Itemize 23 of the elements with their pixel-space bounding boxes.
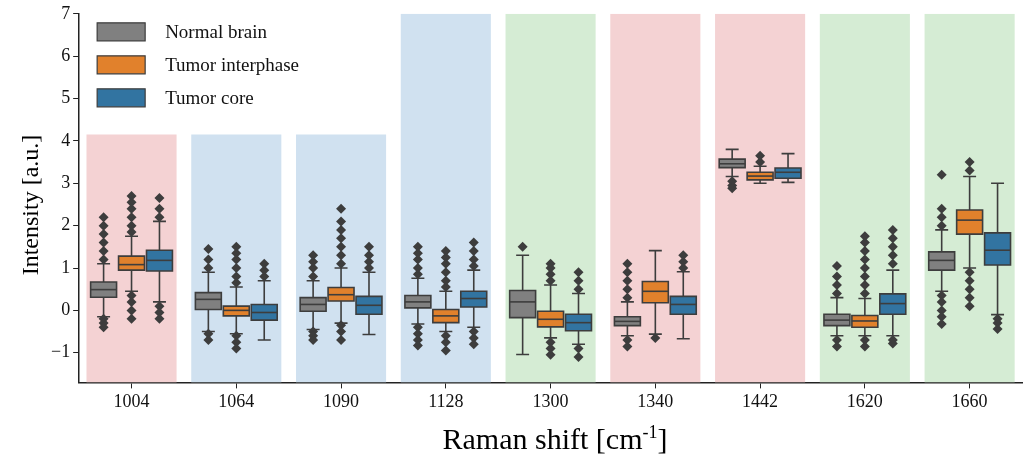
x-tick-label: 1004: [113, 390, 150, 411]
x-tick-label: 1300: [532, 390, 569, 411]
y-tick-label: −1: [51, 341, 71, 362]
x-tick-label: 1090: [323, 390, 360, 411]
y-tick-label: 0: [61, 299, 71, 320]
y-tick-label: 6: [61, 44, 71, 65]
y-tick-label: 7: [61, 2, 71, 23]
x-tick-label: 1660: [951, 390, 988, 411]
x-tick-label: 1340: [637, 390, 674, 411]
y-tick-label: 3: [61, 172, 71, 193]
x-tick-label: 1128: [428, 390, 464, 411]
legend-label: Normal brain: [165, 20, 268, 42]
legend-label: Tumor core: [165, 86, 254, 108]
x-tick-label: 1442: [742, 390, 779, 411]
y-tick-label: 1: [61, 256, 71, 277]
legend-label: Tumor interphase: [165, 53, 300, 75]
y-tick-label: 2: [61, 214, 71, 235]
y-tick-label: 5: [61, 87, 71, 108]
x-tick-label: 1620: [846, 390, 883, 411]
y-axis-title: Intensity [a.u.]: [16, 134, 44, 276]
y-tick-label: 4: [61, 129, 71, 150]
x-axis-title: Raman shift [cm$^{-1}$]: [441, 422, 669, 456]
x-tick-label: 1064: [218, 390, 255, 411]
